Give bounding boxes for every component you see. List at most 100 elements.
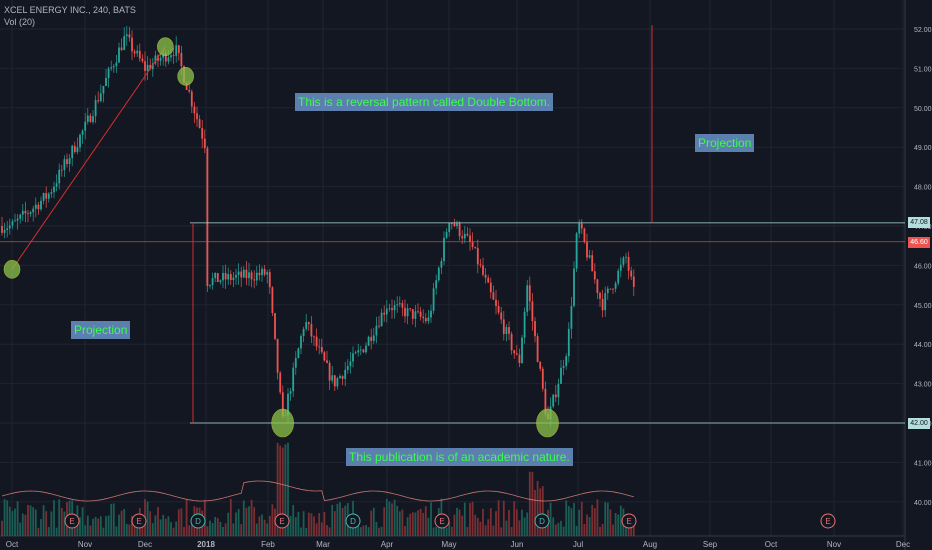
candle-body [599,292,601,299]
candle-body [453,223,456,227]
candle-body [214,272,217,279]
earnings-marker-letter: E [69,517,74,526]
candle-body [448,223,451,233]
volume-bar [271,504,274,536]
volume-bar [482,508,484,536]
candle-body [320,347,323,353]
volume-bar [315,523,318,536]
volume-bar [110,503,113,536]
candle-body [268,272,271,288]
candle-body [3,229,6,233]
volume-bar [266,523,269,536]
candle-body [497,305,500,313]
candle-body [541,368,544,389]
volume-bar [63,511,66,536]
volume-bar [497,500,500,536]
volume-bar [154,515,157,536]
projection-right-note: Projection [695,134,755,152]
y-tick-label: 44.00 [914,342,932,349]
candle-body [55,183,58,187]
candle-body [274,312,276,339]
volume-bar [14,508,16,536]
candle-body [383,312,386,315]
volume-bar [372,507,375,536]
volume-bar [157,506,159,536]
volume-bar [323,512,326,536]
candle-body [417,311,419,313]
candle-body [242,269,245,278]
volume-bar [115,526,118,536]
candle-body [489,282,492,293]
volume-bar [58,499,61,536]
volume-bar [183,527,185,536]
volume-bar [320,522,323,536]
candle-body [146,64,149,71]
candle-body [201,127,204,139]
volume-bar [528,471,531,536]
volume-bar [131,515,133,536]
volume-bar [300,527,302,536]
volume-bar [297,511,300,536]
volume-bar [167,516,170,536]
candle-body [336,378,339,387]
candle-body [37,204,40,210]
candle-body [180,53,183,67]
candle-body [523,311,526,338]
volume-bar [531,471,534,536]
candle-body [76,147,79,153]
candle-body [627,256,630,271]
candle-body [297,348,300,359]
volume-bar [294,517,297,536]
volume-bar [21,513,24,536]
y-tick-label: 46.00 [914,263,932,270]
volume-bar [609,509,612,536]
volume-bar [393,499,396,536]
volume-bar [211,523,214,536]
volume-bar [401,509,404,536]
candle-body [253,279,256,281]
volume-bar [190,524,193,536]
volume-bar [510,526,513,536]
candle-body [461,236,464,239]
volume-bar [302,511,305,536]
x-tick-label: Jun [511,540,524,549]
y-tick-label: 43.00 [914,382,932,389]
volume-bar [34,509,37,536]
x-tick-label: Dec [138,540,152,549]
candle-body [606,288,609,294]
volume-bar [84,525,87,536]
volume-bar [209,520,211,536]
volume-bar [463,502,466,536]
candle-body [601,298,604,311]
x-tick-label: Oct [765,540,778,549]
volume-bar [248,506,250,536]
volume-bar [37,527,40,536]
candle-body [263,268,266,275]
y-tick-label: 50.00 [914,106,932,113]
volume-bar [367,527,370,536]
volume-bar [180,508,183,536]
candle-body [60,169,63,171]
candle-body [107,68,110,79]
volume-bar [448,521,451,536]
candle-body [21,210,24,215]
volume-bar [565,500,568,536]
candle-body [89,115,92,123]
volume-bar [518,520,521,536]
candle-body [365,345,367,353]
candle-body [16,218,19,221]
volume-bar [47,526,50,536]
y-tick-label: 40.00 [914,500,932,507]
volume-bar [133,526,136,536]
candle-body [229,274,232,280]
candle-body [170,55,172,58]
earnings-marker-circle [621,513,637,529]
candle-body [79,134,81,148]
y-tick-label: 51.00 [914,66,932,73]
volume-bar [24,514,27,536]
candle-body [333,375,336,387]
volume-bar [461,515,464,536]
volume-bar [279,445,282,536]
volume-bar [224,523,227,536]
